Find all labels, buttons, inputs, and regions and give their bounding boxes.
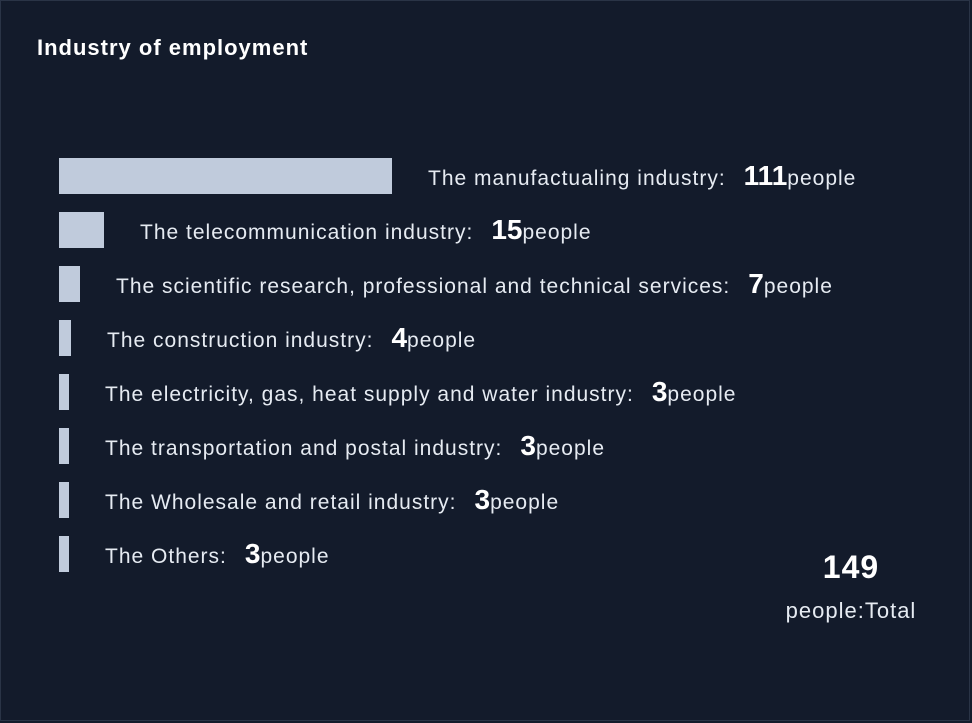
bar	[59, 536, 69, 572]
category-label: The scientific research, professional an…	[116, 275, 731, 298]
bar-label-group: The transportation and postal industry: 3…	[105, 428, 605, 464]
value-label: 3	[651, 376, 668, 407]
bar-label-group: The construction industry: 4 people	[107, 320, 476, 356]
chart-title: Industry of employment	[37, 35, 309, 60]
unit-label: people	[490, 491, 560, 514]
total-value: 149	[822, 549, 880, 585]
value-label: 111	[743, 160, 788, 191]
value-label: 3	[474, 484, 491, 515]
bar	[59, 374, 69, 410]
unit-label: people	[667, 383, 737, 406]
total-label: people:Total	[785, 598, 917, 623]
value-label: 3	[520, 430, 536, 461]
bar	[59, 428, 69, 464]
total-summary: 149 people:Total	[771, 549, 931, 624]
category-label: The transportation and postal industry:	[105, 437, 503, 460]
category-label: The manufactualing industry:	[428, 167, 726, 190]
bar	[59, 212, 104, 248]
value-label: 7	[748, 268, 764, 299]
category-label: The Others:	[105, 545, 227, 568]
category-label: The Wholesale and retail industry:	[105, 491, 457, 514]
value-label: 3	[244, 538, 261, 569]
category-label: The construction industry:	[107, 329, 374, 352]
bar-label-group: The telecommunication industry: 15 people	[140, 212, 592, 248]
value-label: 4	[391, 322, 408, 353]
value-label: 15	[491, 214, 523, 245]
bar	[59, 482, 69, 518]
unit-label: people	[535, 437, 606, 460]
bar-label-group: The Wholesale and retail industry: 3 peopl…	[105, 482, 559, 518]
bar	[59, 320, 71, 356]
unit-label: people	[522, 221, 592, 244]
bar-label-group: The Others: 3 people	[105, 536, 330, 572]
bar-label-group: The scientific research, professional an…	[116, 266, 833, 302]
unit-label: people	[763, 275, 833, 298]
category-label: The telecommunication industry:	[140, 221, 474, 244]
bar-label-group: The manufactualing industry: 111 people	[428, 158, 856, 194]
bar	[59, 158, 392, 194]
bar-label-group: The electricity, gas, heat supply and wa…	[105, 374, 736, 410]
unit-label: people	[260, 545, 330, 568]
category-label: The electricity, gas, heat supply and wa…	[105, 383, 634, 406]
unit-label: people	[407, 329, 477, 352]
unit-label: people	[787, 167, 857, 190]
bar	[59, 266, 80, 302]
